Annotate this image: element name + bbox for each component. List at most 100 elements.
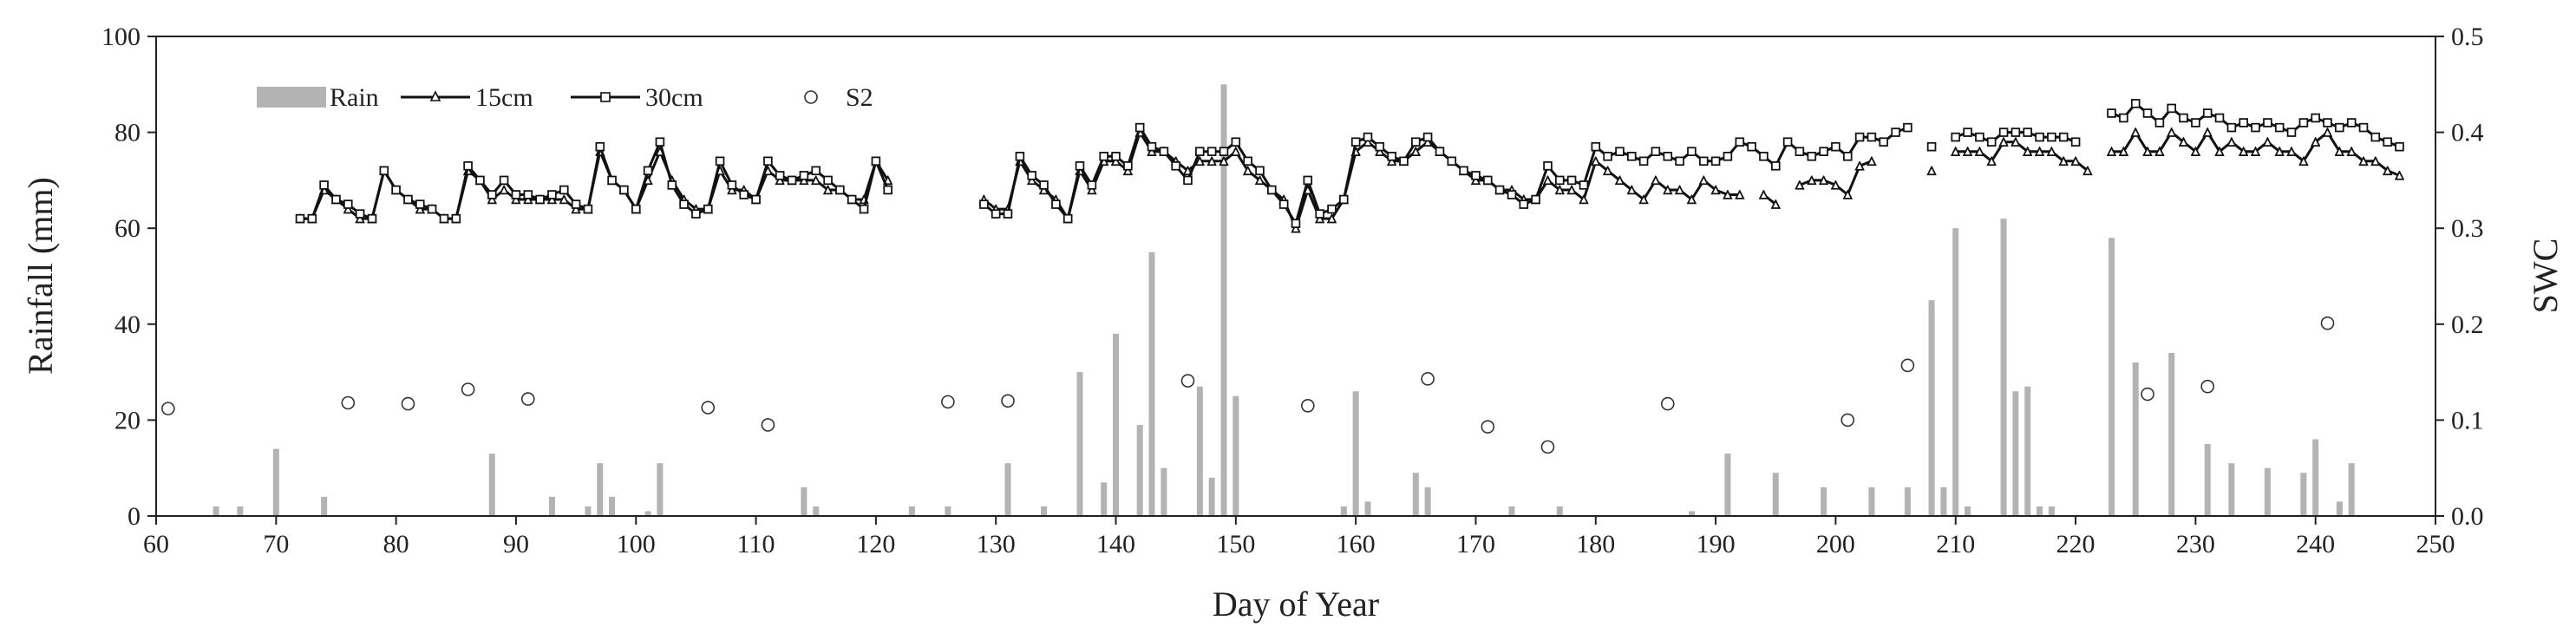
rain-bar: [1821, 487, 1827, 516]
rain-bar: [2204, 444, 2211, 516]
rain-bar: [908, 506, 915, 516]
legend-rain-swatch: [257, 87, 326, 108]
rain-bar: [1424, 487, 1431, 516]
rain-bar: [1940, 487, 1947, 516]
rain-bar: [2000, 219, 2007, 516]
s2-point: [2200, 379, 2214, 394]
swc-15cm-line: [300, 152, 888, 219]
rain-bar: [1136, 424, 1143, 516]
x-tick-label: 110: [737, 530, 775, 558]
rain-bar: [1004, 463, 1011, 516]
x-tick-label: 200: [1816, 530, 1855, 558]
y-axis-right: 0.0 0.1 0.2 0.3 0.4 0.5: [2435, 23, 2484, 531]
x-tick-label: 250: [2416, 530, 2455, 558]
rain-bar: [1928, 300, 1935, 516]
rain-bar: [2168, 352, 2175, 516]
swc-15cm-line: [984, 133, 1739, 229]
s2-point: [341, 395, 356, 410]
x-axis-title: Day of Year: [1213, 584, 1379, 624]
rain-bar: [1868, 487, 1875, 516]
s2-point: [1180, 374, 1195, 388]
y-right-tick-label: 0.3: [2451, 214, 2484, 243]
rain-bar: [1113, 333, 1120, 516]
rain-bar: [548, 496, 555, 516]
s2-point: [401, 396, 415, 411]
rain-bar: [2336, 501, 2343, 516]
s2-point: [761, 418, 775, 432]
s2-point: [2320, 316, 2335, 330]
swc-30cm-line: [2107, 99, 2404, 152]
s2-point: [1421, 372, 1435, 386]
rain-bar: [2264, 467, 2271, 516]
s2-point: [161, 402, 175, 415]
legend-30cm-marker: [600, 92, 611, 102]
swc-15cm-line: [1956, 142, 2088, 171]
rain-bar: [945, 506, 951, 516]
s2-point: [701, 401, 716, 415]
x-tick-label: 180: [1576, 530, 1615, 558]
y-left-tick-label: 80: [114, 119, 141, 147]
rain-bar: [1076, 372, 1083, 516]
y-right-tick-label: 0.1: [2451, 406, 2484, 434]
y-left-tick-label: 40: [114, 310, 141, 339]
rain-bar: [1208, 477, 1215, 516]
rain-bar: [1412, 473, 1419, 516]
rain-bar: [813, 506, 820, 516]
s2-point: [941, 395, 955, 409]
x-tick-label: 210: [1936, 530, 1975, 558]
x-tick-label: 70: [263, 530, 289, 558]
rain-bar: [1101, 482, 1108, 516]
s2-point: [1840, 413, 1855, 428]
plot-area-frame: [155, 36, 2436, 517]
rain-bar: [2348, 463, 2355, 516]
rain-bar: [1952, 228, 1959, 516]
x-axis: 60 70 80 90 100 110 120 130 140 150 160 170 180 190 20…: [143, 516, 2455, 558]
rain-bar: [1904, 487, 1911, 516]
rain-bar: [1041, 506, 1048, 516]
rain-bar: [1772, 473, 1779, 516]
rain-bar: [1688, 511, 1695, 516]
y-left-tick-label: 60: [114, 214, 141, 243]
y-right-tick-label: 0.5: [2451, 23, 2484, 51]
x-tick-label: 240: [2296, 530, 2335, 558]
rain-bar: [1196, 386, 1203, 516]
rain-bar: [585, 506, 592, 516]
rain-bar: [321, 496, 328, 516]
rain-bar: [1161, 467, 1167, 516]
s2-point: [1481, 420, 1495, 434]
rain-bar: [2024, 386, 2031, 516]
x-tick-label: 120: [856, 530, 895, 558]
x-tick-label: 150: [1216, 530, 1255, 558]
swc-15cm-line: [1800, 161, 1872, 195]
y-axis-right-title: SWC: [2526, 238, 2565, 314]
x-tick-label: 140: [1096, 530, 1135, 558]
rain-bar: [657, 463, 664, 516]
x-tick-label: 90: [503, 530, 529, 558]
s2-point-series: [161, 316, 2335, 454]
swc-15cm-line: [2112, 133, 2400, 176]
rain-bar: [2037, 506, 2043, 516]
x-tick-label: 100: [617, 530, 656, 558]
legend-15cm-marker: [429, 90, 441, 101]
rain-bar: [1724, 454, 1731, 516]
x-tick-label: 190: [1697, 530, 1736, 558]
rain-bar: [2228, 463, 2235, 516]
legend-rain-label: Rain: [330, 83, 379, 112]
swc-30cm-line: [295, 137, 892, 224]
rain-bar-series: [212, 84, 2355, 517]
s2-point: [1660, 396, 1675, 411]
rain-bar: [1364, 501, 1371, 516]
x-tick-label: 220: [2056, 530, 2095, 558]
legend-s2-marker: [804, 90, 818, 104]
s2-point: [1301, 399, 1315, 413]
x-tick-label: 170: [1456, 530, 1495, 558]
y-right-tick-label: 0.0: [2451, 502, 2484, 531]
rain-bar: [212, 506, 219, 516]
x-tick-label: 60: [143, 530, 169, 558]
s2-point: [1001, 394, 1015, 408]
x-tick-label: 80: [383, 530, 409, 558]
rain-bar: [488, 454, 495, 516]
swc-30cm-line: [979, 122, 1912, 228]
